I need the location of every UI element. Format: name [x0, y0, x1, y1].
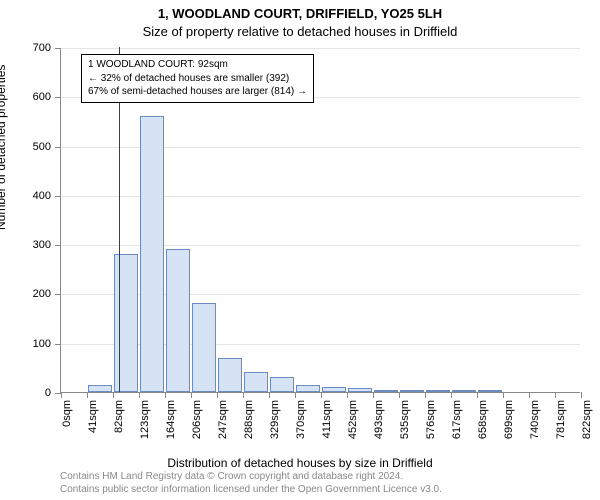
y-tick — [55, 294, 61, 295]
histogram-bar — [140, 116, 165, 392]
histogram-bar — [218, 358, 243, 393]
x-tick-label: 740sqm — [529, 400, 541, 439]
histogram-bar — [426, 390, 451, 392]
chart-title-sub: Size of property relative to detached ho… — [0, 24, 600, 39]
attribution: Contains HM Land Registry data © Crown c… — [60, 470, 442, 496]
x-tick-label: 699sqm — [503, 400, 515, 439]
y-tick-label: 600 — [33, 91, 51, 103]
y-tick — [55, 245, 61, 246]
x-tick-label: 452sqm — [347, 400, 359, 439]
y-tick-label: 0 — [45, 387, 51, 399]
x-tick — [425, 392, 426, 398]
x-tick — [269, 392, 270, 398]
annotation-line-2: ← 32% of detached houses are smaller (39… — [88, 72, 307, 86]
x-tick-label: 206sqm — [191, 400, 203, 439]
y-tick — [55, 196, 61, 197]
x-tick — [529, 392, 530, 398]
histogram-bar — [192, 303, 217, 392]
x-tick-label: 617sqm — [451, 400, 463, 439]
x-tick-label: 123sqm — [139, 400, 151, 439]
grid-line — [61, 48, 580, 49]
x-tick — [347, 392, 348, 398]
x-tick — [113, 392, 114, 398]
x-tick — [399, 392, 400, 398]
y-tick-label: 700 — [33, 42, 51, 54]
x-tick — [243, 392, 244, 398]
y-tick-label: 100 — [33, 338, 51, 350]
y-tick — [55, 97, 61, 98]
x-tick — [217, 392, 218, 398]
plot-area: 01002003004005006007000sqm41sqm82sqm123s… — [60, 48, 580, 393]
y-tick — [55, 147, 61, 148]
x-tick-label: 493sqm — [373, 400, 385, 439]
x-tick — [87, 392, 88, 398]
y-tick-label: 200 — [33, 288, 51, 300]
histogram-bar — [452, 390, 477, 392]
x-tick — [373, 392, 374, 398]
x-tick-label: 247sqm — [217, 400, 229, 439]
chart-title-main: 1, WOODLAND COURT, DRIFFIELD, YO25 5LH — [0, 6, 600, 21]
histogram-bar — [270, 377, 295, 392]
histogram-bar — [114, 254, 139, 392]
x-tick — [477, 392, 478, 398]
y-tick — [55, 48, 61, 49]
histogram-bar — [244, 372, 269, 392]
histogram-bar — [296, 385, 321, 392]
x-tick — [61, 392, 62, 398]
chart-container: 1, WOODLAND COURT, DRIFFIELD, YO25 5LH S… — [0, 0, 600, 500]
histogram-bar — [348, 388, 373, 392]
histogram-bar — [88, 385, 113, 392]
y-tick-label: 300 — [33, 239, 51, 251]
x-tick-label: 82sqm — [113, 400, 125, 433]
x-tick — [503, 392, 504, 398]
x-tick — [451, 392, 452, 398]
y-tick-label: 400 — [33, 190, 51, 202]
attribution-line-1: Contains HM Land Registry data © Crown c… — [60, 470, 442, 483]
x-tick — [139, 392, 140, 398]
x-tick-label: 164sqm — [165, 400, 177, 439]
x-tick-label: 411sqm — [321, 400, 333, 438]
x-tick — [191, 392, 192, 398]
histogram-bar — [400, 390, 425, 392]
attribution-line-2: Contains public sector information licen… — [60, 483, 442, 496]
x-tick-label: 535sqm — [399, 400, 411, 439]
histogram-bar — [478, 390, 503, 392]
histogram-bar — [322, 387, 347, 392]
x-tick — [581, 392, 582, 398]
x-tick-label: 658sqm — [477, 400, 489, 439]
x-tick — [321, 392, 322, 398]
annotation-line-1: 1 WOODLAND COURT: 92sqm — [88, 58, 307, 72]
x-tick — [295, 392, 296, 398]
y-tick — [55, 344, 61, 345]
x-tick-label: 822sqm — [581, 400, 593, 439]
y-axis-label: Number of detached properties — [0, 65, 8, 230]
x-tick-label: 329sqm — [269, 400, 281, 439]
x-tick — [555, 392, 556, 398]
y-tick-label: 500 — [33, 141, 51, 153]
x-tick-label: 0sqm — [61, 400, 73, 427]
histogram-bar — [374, 390, 399, 392]
histogram-bar — [166, 249, 191, 392]
x-tick-label: 576sqm — [425, 400, 437, 439]
x-tick — [165, 392, 166, 398]
x-tick-label: 781sqm — [555, 400, 567, 439]
x-tick-label: 288sqm — [243, 400, 255, 439]
annotation-line-3: 67% of semi-detached houses are larger (… — [88, 85, 307, 99]
x-tick-label: 370sqm — [295, 400, 307, 439]
x-axis-label: Distribution of detached houses by size … — [0, 456, 600, 470]
x-tick-label: 41sqm — [87, 400, 99, 433]
annotation-box: 1 WOODLAND COURT: 92sqm ← 32% of detache… — [81, 54, 314, 103]
